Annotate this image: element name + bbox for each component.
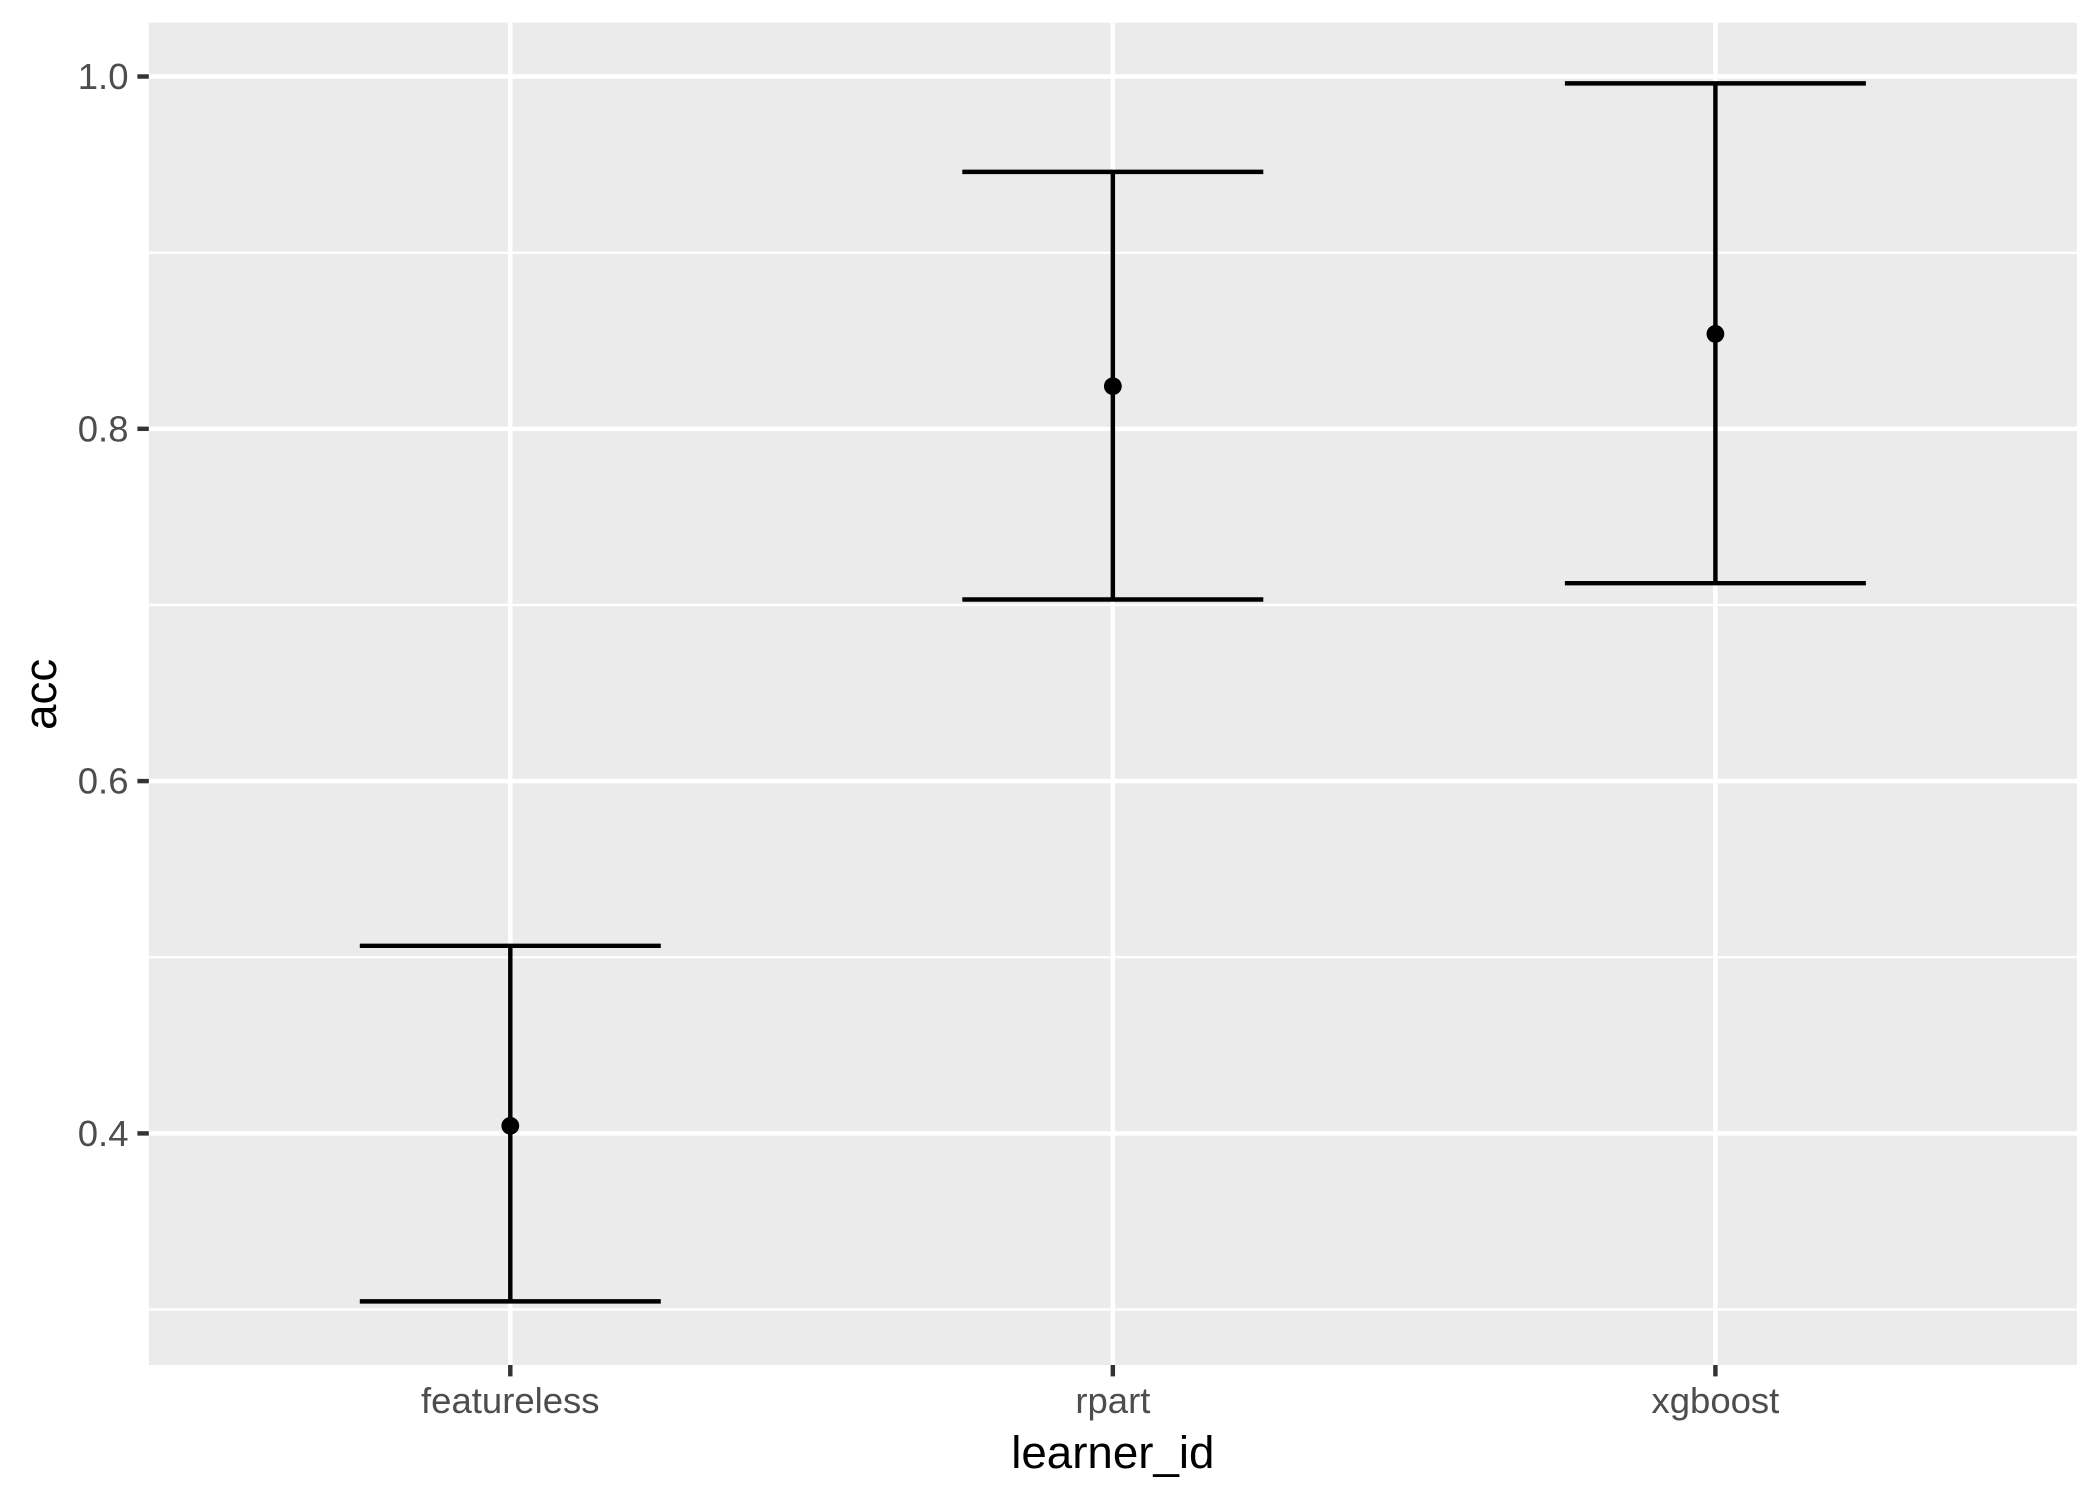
svg-text:0.4: 0.4 xyxy=(78,1113,129,1154)
svg-text:0.8: 0.8 xyxy=(78,408,129,449)
svg-text:0.6: 0.6 xyxy=(78,761,129,802)
svg-text:rpart: rpart xyxy=(1075,1380,1150,1421)
svg-text:acc: acc xyxy=(15,659,66,730)
svg-text:learner_id: learner_id xyxy=(1011,1427,1214,1478)
svg-text:featureless: featureless xyxy=(421,1380,600,1421)
svg-text:xgboost: xgboost xyxy=(1651,1380,1779,1421)
svg-text:1.0: 1.0 xyxy=(78,56,129,97)
